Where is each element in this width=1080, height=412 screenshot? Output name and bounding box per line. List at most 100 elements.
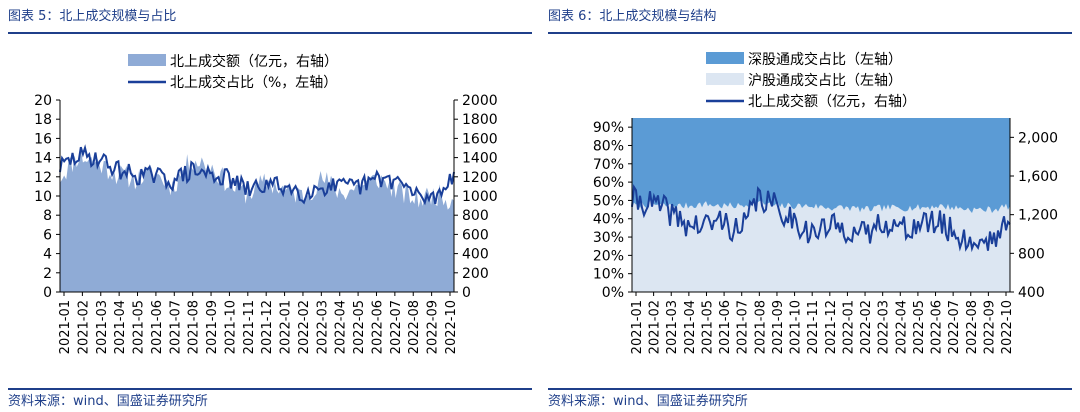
legend-label-1: 北上成交额（亿元，右轴） (170, 53, 338, 70)
x-tick-label: 2022-04 (334, 300, 349, 354)
turnover-area (60, 149, 454, 292)
x-tick-label: 2021-03 (665, 300, 680, 354)
left-y-tick-label: 40% (593, 212, 624, 228)
x-tick-label: 2022-03 (315, 300, 330, 354)
left-y-tick-label: 30% (593, 230, 624, 246)
left-y-tick-label: 70% (593, 157, 624, 173)
left-y-tick-label: 90% (593, 120, 624, 136)
x-tick-label: 2021-09 (205, 300, 220, 354)
left-y-tick-label: 50% (593, 193, 624, 209)
right-chart-title: 图表 6：北上成交规模与结构 (548, 9, 717, 24)
share-line (59, 144, 455, 206)
right-y-tick-label: 1000 (462, 189, 498, 205)
x-tick-label: 2022-08 (407, 300, 422, 354)
right-title-rule (548, 32, 1072, 34)
left-y-tick-label: 14 (34, 151, 52, 167)
right-y-tick-label: 400 (1018, 285, 1045, 301)
x-tick-label: 2021-08 (753, 300, 768, 354)
x-tick-label: 2021-10 (223, 300, 238, 354)
right-y-tick-label: 1200 (462, 170, 498, 186)
x-tick-label: 2022-10 (444, 300, 459, 354)
turnover-line (631, 184, 1011, 253)
x-tick-label: 2022-10 (1000, 300, 1015, 354)
x-tick-label: 2021-02 (76, 300, 91, 354)
x-tick-label: 2021-12 (824, 300, 839, 354)
x-tick-label: 2021-09 (771, 300, 786, 354)
legend-label-2: 沪股通成交占比（左轴） (748, 72, 902, 89)
legend-swatch-1 (706, 52, 744, 64)
x-tick-label: 2021-08 (187, 300, 202, 354)
left-y-tick-label: 16 (34, 131, 52, 147)
x-tick-label: 2021-01 (58, 300, 73, 354)
x-tick-label: 2022-07 (389, 300, 404, 354)
right-y-tick-label: 1,600 (1018, 169, 1058, 185)
left-y-tick-label: 2 (43, 266, 52, 282)
left-y-tick-label: 18 (34, 112, 52, 128)
x-tick-label: 2022-04 (894, 300, 909, 354)
x-tick-label: 2021-12 (260, 300, 275, 354)
x-tick-label: 2022-09 (426, 300, 441, 354)
left-y-tick-label: 20% (593, 248, 624, 264)
left-y-tick-label: 8 (43, 208, 52, 224)
left-chart: 0246810121416182002004006008001000120014… (34, 53, 498, 354)
legend-label-3: 北上成交额（亿元，右轴） (748, 93, 916, 110)
x-tick-label: 2021-07 (736, 300, 751, 354)
left-chart-title: 图表 5：北上成交规模与占比 (8, 9, 177, 24)
right-y-tick-label: 2,000 (1018, 130, 1058, 146)
left-y-tick-label: 60% (593, 175, 624, 191)
left-y-tick-label: 0 (43, 285, 52, 301)
sh-share-area (632, 200, 1010, 292)
right-panel: 图表 6：北上成交规模与结构 0% 10% 20% 30% 40% 50% 60% 70% 80… (548, 0, 1072, 412)
right-y-tick-label: 2000 (462, 93, 498, 109)
x-tick-label: 2021-04 (683, 300, 698, 354)
right-y-tick-label: 600 (462, 227, 489, 243)
x-tick-label: 2021-01 (630, 300, 645, 354)
right-y-tick-label: 1400 (462, 151, 498, 167)
left-y-tick-label: 80% (593, 138, 624, 154)
x-tick-label: 2021-10 (789, 300, 804, 354)
left-y-tick-label: 12 (34, 170, 52, 186)
left-y-tick-label: 0% (602, 285, 624, 301)
x-tick-label: 2021-05 (132, 300, 147, 354)
x-tick-label: 2021-04 (113, 300, 128, 354)
x-tick-label: 2021-02 (648, 300, 663, 354)
x-tick-label: 2022-05 (352, 300, 367, 354)
x-tick-label: 2022-01 (279, 300, 294, 354)
x-tick-label: 2022-06 (930, 300, 945, 354)
x-tick-label: 2022-07 (947, 300, 962, 354)
left-y-tick-label: 20 (34, 93, 52, 109)
x-tick-label: 2021-03 (95, 300, 110, 354)
x-tick-label: 2022-08 (965, 300, 980, 354)
x-tick-label: 2021-07 (168, 300, 183, 354)
left-y-tick-label: 10 (34, 189, 52, 205)
x-tick-label: 2021-06 (150, 300, 165, 354)
legend-label-1: 深股通成交占比（左轴） (748, 51, 902, 68)
x-tick-label: 2022-05 (912, 300, 927, 354)
right-source-note: 资料来源：wind、国盛证券研究所 (548, 394, 748, 409)
right-y-tick-label: 1,200 (1018, 208, 1058, 224)
legend-swatch-1 (128, 54, 166, 66)
x-tick-label: 2022-09 (982, 300, 997, 354)
left-title-rule (8, 32, 532, 34)
legend-label-2: 北上成交占比（%，左轴） (170, 74, 337, 91)
right-y-tick-label: 400 (462, 247, 489, 263)
x-tick-label: 2022-06 (370, 300, 385, 354)
right-source-rule (548, 388, 1072, 390)
left-y-tick-label: 6 (43, 227, 52, 243)
x-tick-label: 2021-11 (806, 300, 821, 354)
left-source-note: 资料来源：wind、国盛证券研究所 (8, 394, 208, 409)
x-tick-label: 2022-02 (859, 300, 874, 354)
left-panel: 图表 5：北上成交规模与占比 0 2 4 6 8 10 12 14 16 18 20 0 200 400 6… (8, 0, 532, 412)
left-source-rule (8, 388, 532, 390)
right-y-tick-label: 1600 (462, 131, 498, 147)
x-tick-label: 2022-01 (841, 300, 856, 354)
x-tick-label: 2022-03 (877, 300, 892, 354)
x-tick-label: 2021-06 (718, 300, 733, 354)
right-y-tick-label: 800 (462, 208, 489, 224)
x-tick-label: 2021-11 (242, 300, 257, 354)
right-chart: 0% 10% 20% 30% 40% 50% 60% 70% 80% 90% 400 800 1,200… (593, 51, 1058, 354)
right-y-tick-label: 1800 (462, 112, 498, 128)
right-y-tick-label: 0 (462, 285, 471, 301)
left-y-tick-label: 10% (593, 267, 624, 283)
x-tick-label: 2021-05 (700, 300, 715, 354)
